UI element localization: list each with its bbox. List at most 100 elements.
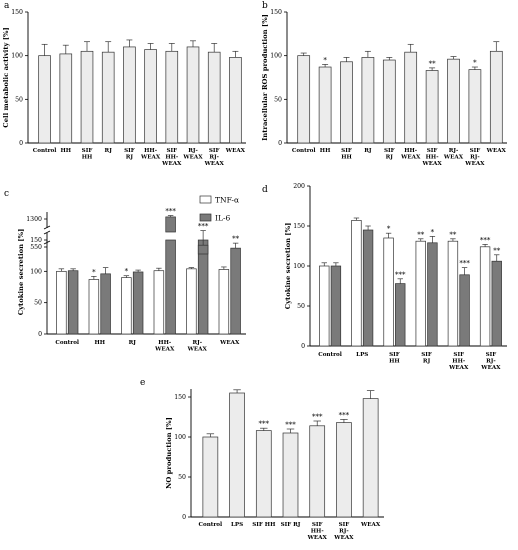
bar — [340, 61, 353, 144]
category-label: HH — [341, 155, 352, 161]
category-label: WEAX — [154, 347, 175, 353]
bar — [144, 49, 157, 144]
significance-mark: ** — [417, 231, 425, 239]
category-label: WEAX — [360, 522, 381, 528]
category-label: SIF — [124, 148, 135, 154]
category-label: WEAX — [333, 535, 354, 541]
significance-mark: *** — [339, 411, 350, 419]
category-label: HH — [320, 148, 331, 154]
bar — [491, 260, 502, 347]
category-label: WEAX — [219, 340, 240, 346]
category-label: SIF — [470, 148, 481, 154]
category-label: WEAX — [204, 161, 225, 167]
bar — [447, 58, 460, 144]
category-label: HH — [82, 155, 93, 161]
y-tick-label: 150 — [174, 394, 186, 401]
bar — [56, 270, 67, 335]
category-label: SIF — [421, 352, 432, 358]
significance-mark: ** — [449, 231, 457, 239]
category-label: RJ — [105, 148, 113, 154]
category-label: HH- — [452, 359, 466, 365]
bar — [121, 277, 132, 335]
category-label: SIF — [427, 148, 438, 154]
category-label: WEAX — [400, 155, 421, 161]
bar — [309, 425, 326, 518]
bar — [165, 50, 179, 144]
category-label: HH- — [426, 155, 440, 161]
category-label: WEAX — [161, 161, 182, 167]
panel-label: c — [4, 189, 9, 199]
category-label: Control — [292, 148, 316, 154]
y-tick-label: 150 — [30, 237, 42, 244]
category-label: RJ- — [486, 359, 496, 365]
bar — [427, 242, 438, 347]
category-label: HH- — [158, 340, 172, 346]
category-label: SIF — [82, 148, 93, 154]
significance-mark: ** — [429, 60, 437, 68]
category-label: SIF — [166, 148, 177, 154]
significance-mark: *** — [312, 413, 323, 421]
legend-swatch — [199, 195, 212, 204]
bar — [479, 246, 491, 347]
significance-mark: * — [387, 225, 391, 233]
category-label: SIF — [341, 148, 352, 154]
bar — [229, 392, 245, 518]
y-tick-label: 100 — [293, 263, 305, 270]
category-label: WEAX — [187, 347, 208, 353]
bar — [38, 55, 51, 144]
bar — [229, 57, 242, 144]
bar — [132, 271, 144, 335]
significance-mark: * — [431, 228, 435, 236]
bar — [207, 51, 221, 144]
bar — [67, 270, 79, 335]
bar — [330, 265, 342, 347]
category-label: RJ- — [449, 148, 459, 154]
significance-mark: * — [92, 268, 96, 276]
significance-mark: * — [125, 268, 129, 276]
category-label: LPS — [356, 352, 368, 358]
bar — [255, 430, 272, 518]
legend-swatch — [199, 213, 212, 222]
panel-e: e 0 50 100 150 NO production [%] Control LPS ***… — [140, 378, 384, 541]
y-tick-label: 150 — [270, 9, 282, 16]
category-label: HH- — [311, 529, 325, 535]
y-tick-label: 550 — [30, 244, 42, 251]
y-axis-label: NO production [%] — [165, 417, 173, 489]
y-axis-label: Cell metabolic activity [%] — [2, 27, 10, 127]
bar — [351, 220, 362, 347]
bar — [489, 50, 503, 144]
category-label: RJ- — [188, 148, 198, 154]
bar — [382, 59, 396, 144]
significance-mark: *** — [395, 271, 406, 279]
category-label: SIF — [453, 352, 464, 358]
bar — [123, 46, 136, 144]
category-label: Control — [33, 148, 57, 154]
bar — [425, 70, 439, 144]
category-label: WEAX — [443, 155, 464, 161]
y-tick-label: 0 — [182, 514, 186, 521]
category-label: SIF RJ — [281, 522, 301, 528]
bar — [100, 273, 111, 335]
category-label: SIF — [209, 148, 220, 154]
bar — [383, 237, 394, 347]
bar — [362, 398, 379, 518]
significance-mark: * — [473, 59, 477, 67]
category-label: SIF — [339, 522, 350, 528]
category-label: WEAX — [225, 148, 246, 154]
legend-label: IL-6 — [215, 214, 230, 223]
category-label: HH- — [144, 148, 158, 154]
bar — [297, 55, 311, 144]
bar — [59, 53, 73, 144]
category-label: HH — [389, 359, 400, 365]
significance-mark: * — [323, 56, 327, 64]
category-label: RJ — [364, 148, 372, 154]
y-tick-label: 150 — [11, 9, 23, 16]
y-tick-label: 0 — [19, 140, 23, 147]
y-tick-label: 50 — [274, 96, 282, 103]
bar — [80, 50, 94, 144]
axis-break-mark — [43, 240, 51, 245]
y-tick-label: 150 — [293, 223, 305, 230]
panel-label: d — [262, 185, 268, 195]
category-label: WEAX — [140, 155, 161, 161]
